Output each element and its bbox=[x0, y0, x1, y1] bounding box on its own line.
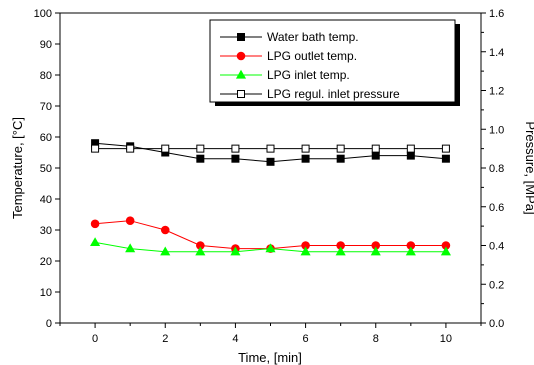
data-point bbox=[440, 246, 451, 256]
data-point bbox=[160, 225, 170, 235]
y-left-tick-label: 30 bbox=[40, 225, 52, 237]
data-point bbox=[231, 144, 240, 153]
data-point bbox=[406, 151, 415, 160]
legend-marker bbox=[236, 51, 246, 61]
series-layer bbox=[90, 139, 451, 256]
x-tick-label: 2 bbox=[162, 333, 168, 345]
y-left-tick-label: 40 bbox=[40, 194, 52, 206]
data-point bbox=[300, 246, 311, 256]
legend-marker bbox=[237, 90, 245, 98]
y-right-tick-label: 0.4 bbox=[489, 241, 504, 253]
y-right-tick-label: 1.6 bbox=[489, 8, 504, 20]
data-point bbox=[301, 154, 310, 163]
legend-marker bbox=[235, 69, 247, 79]
x-tick-label: 4 bbox=[232, 333, 238, 345]
y-left-tick-label: 90 bbox=[40, 39, 52, 51]
data-point bbox=[230, 246, 241, 256]
x-tick-label: 10 bbox=[440, 333, 452, 345]
y-left-tick-label: 20 bbox=[40, 256, 52, 268]
y-left-axis-title-unit: °C] bbox=[10, 117, 25, 135]
data-point bbox=[90, 237, 101, 247]
y-right-tick-label: 1.0 bbox=[489, 124, 504, 136]
y-left-tick-label: 0 bbox=[46, 318, 52, 330]
data-point bbox=[125, 243, 136, 253]
y-right-tick-label: 0.2 bbox=[489, 279, 504, 291]
legend: Water bath temp. LPG outlet temp. LPG inle… bbox=[220, 30, 400, 101]
data-point bbox=[370, 246, 381, 256]
data-point bbox=[371, 144, 380, 153]
data-point bbox=[301, 144, 310, 153]
data-point bbox=[441, 154, 450, 163]
data-point bbox=[160, 246, 171, 256]
y-right-tick-label: 0.0 bbox=[489, 318, 504, 330]
y-right-tick-label: 1.2 bbox=[489, 86, 504, 98]
y-left-tick-label: 80 bbox=[40, 70, 52, 82]
data-point bbox=[196, 144, 205, 153]
data-point bbox=[231, 154, 240, 163]
data-point bbox=[196, 154, 205, 163]
y-left-tick-label: 50 bbox=[40, 163, 52, 175]
y-left-tick-label: 100 bbox=[34, 8, 52, 20]
legend-label: LPG outlet temp. bbox=[267, 49, 357, 63]
data-point bbox=[195, 246, 206, 256]
data-point bbox=[126, 144, 135, 153]
data-point bbox=[371, 151, 380, 160]
y-left-axis-title: Temperature, [°C] bbox=[10, 117, 25, 219]
y-right-axis-title: Pressure, [MPa] bbox=[523, 121, 534, 214]
y-left-tick-label: 10 bbox=[40, 287, 52, 299]
data-point bbox=[91, 144, 100, 153]
legend-marker bbox=[237, 33, 245, 41]
series-2 bbox=[90, 237, 451, 256]
y-left-axis-title-main: Temperature, [ bbox=[10, 135, 25, 219]
data-point bbox=[266, 157, 275, 166]
legend-label: LPG inlet temp. bbox=[267, 68, 350, 82]
data-point bbox=[405, 246, 416, 256]
ticks-layer: 0 2 4 6 8 1001020304050607080901000.00.20.40.… bbox=[34, 8, 505, 345]
data-point bbox=[125, 216, 135, 225]
legend-box bbox=[209, 19, 456, 103]
data-point bbox=[335, 246, 346, 256]
data-point bbox=[90, 219, 100, 229]
legend-label: LPG regul. inlet pressure bbox=[267, 87, 400, 101]
data-point bbox=[161, 144, 170, 153]
data-point bbox=[441, 144, 450, 153]
y-right-tick-label: 0.6 bbox=[489, 202, 504, 214]
data-point bbox=[336, 144, 345, 153]
data-point bbox=[336, 154, 345, 163]
x-axis-title: Time, [min] bbox=[238, 350, 302, 365]
data-point bbox=[266, 144, 275, 153]
x-tick-label: 8 bbox=[373, 333, 379, 345]
x-tick-label: 6 bbox=[303, 333, 309, 345]
y-left-tick-label: 60 bbox=[40, 132, 52, 144]
y-right-tick-label: 1.4 bbox=[489, 47, 504, 59]
series-3 bbox=[91, 144, 450, 153]
y-right-tick-label: 0.8 bbox=[489, 163, 504, 175]
x-tick-label: 0 bbox=[92, 333, 98, 345]
data-point bbox=[265, 243, 276, 253]
data-point bbox=[406, 144, 415, 153]
legend-label: Water bath temp. bbox=[267, 30, 359, 44]
y-left-tick-label: 70 bbox=[40, 101, 52, 113]
